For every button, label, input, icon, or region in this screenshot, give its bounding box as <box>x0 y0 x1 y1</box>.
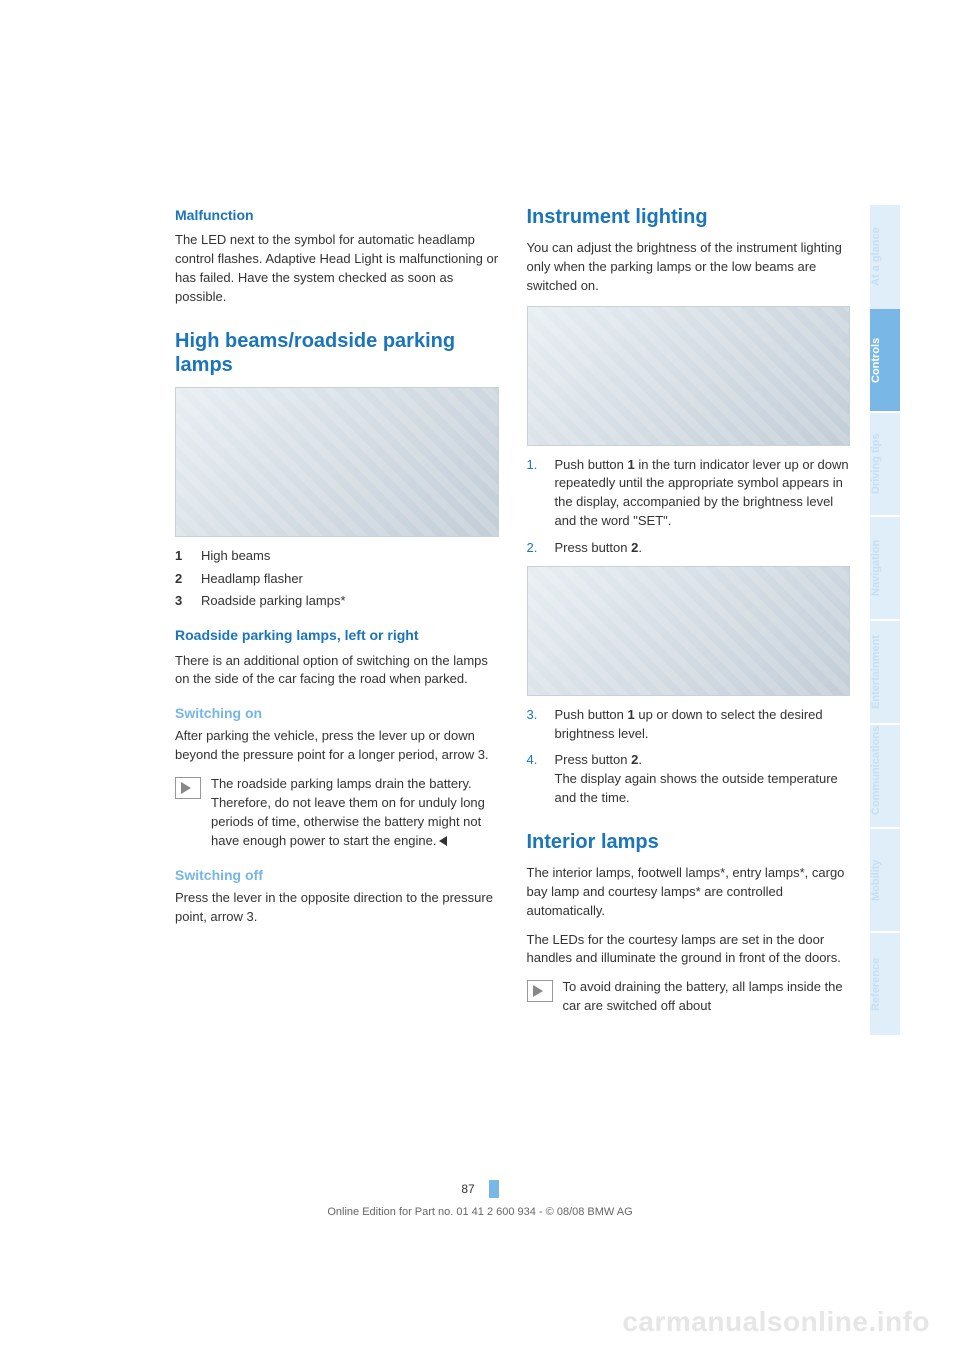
text-switching-on: After parking the vehicle, press the lev… <box>175 727 499 765</box>
step2-pre: Press button <box>555 540 632 555</box>
heading-interior-lamps: Interior lamps <box>527 830 851 854</box>
step1-bold: 1 <box>628 457 635 472</box>
note-icon <box>175 777 201 799</box>
step4-post: . <box>638 752 642 767</box>
step3-bold: 1 <box>628 707 635 722</box>
page-number-wrap: 87 <box>0 1180 960 1198</box>
heading-malfunction: Malfunction <box>175 205 499 225</box>
left-column: Malfunction The LED next to the symbol f… <box>175 205 499 1026</box>
step-item: 3. Push button 1 up or down to select th… <box>527 706 851 744</box>
note-interior-battery: To avoid draining the battery, all lamps… <box>527 978 851 1016</box>
legend-label: Roadside parking lamps* <box>201 592 346 611</box>
figure-instrument-set <box>527 306 851 446</box>
tab-navigation[interactable]: Navigation <box>870 517 900 621</box>
page-number-bar <box>489 1180 499 1198</box>
step-number: 1. <box>527 456 543 531</box>
figure-highbeams-lever <box>175 387 499 537</box>
note-text: The roadside parking lamps drain the bat… <box>211 775 499 850</box>
page-number: 87 <box>461 1182 482 1196</box>
note-text: To avoid draining the battery, all lamps… <box>563 978 851 1016</box>
step-number: 3. <box>527 706 543 744</box>
right-column: Instrument lighting You can adjust the b… <box>527 205 851 1026</box>
note-roadside-battery: The roadside parking lamps drain the bat… <box>175 775 499 850</box>
tab-driving-tips[interactable]: Driving tips <box>870 413 900 517</box>
watermark: carmanualsonline.info <box>622 1306 930 1338</box>
step-text: Press button 2. <box>555 539 851 558</box>
figure-instrument-brightness <box>527 566 851 696</box>
legend-label: High beams <box>201 547 270 566</box>
text-switching-off: Press the lever in the opposite directio… <box>175 889 499 927</box>
step-number: 4. <box>527 751 543 808</box>
tab-entertainment[interactable]: Entertainment <box>870 621 900 725</box>
tab-at-a-glance[interactable]: At a glance <box>870 205 900 309</box>
heading-instrument-lighting: Instrument lighting <box>527 205 851 229</box>
legend-item: 3 Roadside parking lamps* <box>175 592 499 611</box>
step-text: Push button 1 in the turn indicator leve… <box>555 456 851 531</box>
legend-num: 3 <box>175 592 187 611</box>
heading-roadside: Roadside parking lamps, left or right <box>175 625 499 645</box>
step-item: 1. Push button 1 in the turn indicator l… <box>527 456 851 531</box>
heading-highbeams: High beams/roadside parking lamps <box>175 329 499 377</box>
text-roadside: There is an additional option of switchi… <box>175 652 499 690</box>
step-number: 2. <box>527 539 543 558</box>
step3-pre: Push button <box>555 707 628 722</box>
legend-num: 2 <box>175 570 187 589</box>
heading-switching-off: Switching off <box>175 865 499 885</box>
step-text: Push button 1 up or down to select the d… <box>555 706 851 744</box>
step4-line2: The display again shows the outside tem­… <box>555 771 838 805</box>
step-text: Press button 2. The display again shows … <box>555 751 851 808</box>
footer-line: Online Edition for Part no. 01 41 2 600 … <box>0 1206 960 1218</box>
steps-list-2: 3. Push button 1 up or down to select th… <box>527 706 851 808</box>
legend-label: Headlamp flasher <box>201 570 303 589</box>
side-tabs: At a glance Controls Driving tips Naviga… <box>870 205 900 1037</box>
tab-controls[interactable]: Controls <box>870 309 900 413</box>
text-instrument-intro: You can adjust the brightness of the ins… <box>527 239 851 296</box>
step4-pre: Press button <box>555 752 632 767</box>
heading-switching-on: Switching on <box>175 703 499 723</box>
legend-item: 2 Headlamp flasher <box>175 570 499 589</box>
steps-list-1: 1. Push button 1 in the turn indicator l… <box>527 456 851 558</box>
page: Malfunction The LED next to the symbol f… <box>0 0 960 1358</box>
text-switching-on-body: After parking the vehicle, press the lev… <box>175 728 489 762</box>
step-item: 2. Press button 2. <box>527 539 851 558</box>
legend-item: 1 High beams <box>175 547 499 566</box>
step1-pre: Push button <box>555 457 628 472</box>
tab-reference[interactable]: Reference <box>870 933 900 1037</box>
end-marker-icon <box>439 836 447 846</box>
step-item: 4. Press button 2. The display again sho… <box>527 751 851 808</box>
legend-list: 1 High beams 2 Headlamp flasher 3 Roadsi… <box>175 547 499 612</box>
tab-communications[interactable]: Communications <box>870 725 900 829</box>
tab-mobility[interactable]: Mobility <box>870 829 900 933</box>
note-icon <box>527 980 553 1002</box>
step2-post: . <box>638 540 642 555</box>
text-interior-p2: The LEDs for the courtesy lamps are set … <box>527 931 851 969</box>
text-interior-p1: The interior lamps, footwell lamps*, ent… <box>527 864 851 921</box>
content-columns: Malfunction The LED next to the symbol f… <box>175 205 850 1026</box>
text-malfunction: The LED next to the symbol for automatic… <box>175 231 499 306</box>
legend-num: 1 <box>175 547 187 566</box>
